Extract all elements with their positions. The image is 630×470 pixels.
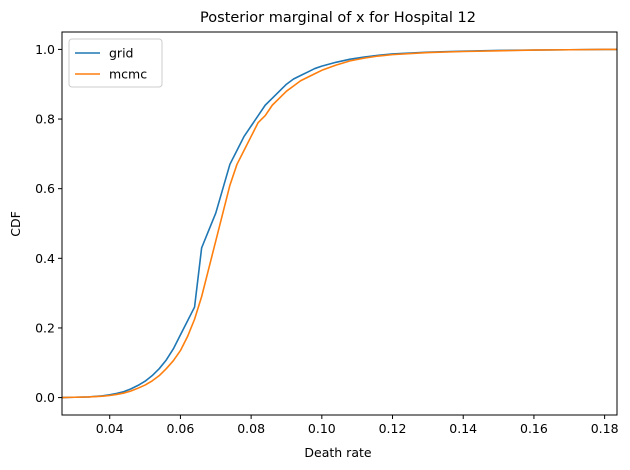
axes-frame [61, 31, 618, 416]
y-tick-label: 0.4 [35, 251, 55, 266]
legend-label-grid: grid [109, 46, 133, 61]
y-tick-label: 0.8 [35, 112, 55, 127]
y-tick-label: 0.2 [35, 320, 55, 335]
legend-label-mcmc: mcmc [109, 67, 147, 82]
y-tick-label: 1.0 [35, 42, 55, 57]
x-tick-label: 0.18 [591, 421, 619, 436]
series-line-mcmc [62, 48, 617, 399]
chart-title: Posterior marginal of x for Hospital 12 [200, 10, 476, 26]
x-tick-label: 0.08 [237, 421, 265, 436]
plot-area: 0.04 0.06 0.08 0.10 0.12 0.14 0.16 0.18 0.0 0.2 0.… [35, 31, 619, 436]
x-tick-label: 0.16 [520, 421, 548, 436]
x-tick-label: 0.14 [449, 421, 477, 436]
x-tick-label: 0.12 [379, 421, 407, 436]
series-line-grid [62, 48, 617, 399]
x-tick-label: 0.04 [96, 421, 124, 436]
y-axis-label: CDF [8, 211, 23, 237]
y-tick-label: 0.0 [35, 390, 55, 405]
y-tick-label: 0.6 [35, 181, 55, 196]
x-tick-label: 0.10 [308, 421, 336, 436]
legend-box [68, 38, 163, 88]
x-axis-label: Death rate [304, 445, 371, 460]
x-tick-label: 0.06 [167, 421, 195, 436]
